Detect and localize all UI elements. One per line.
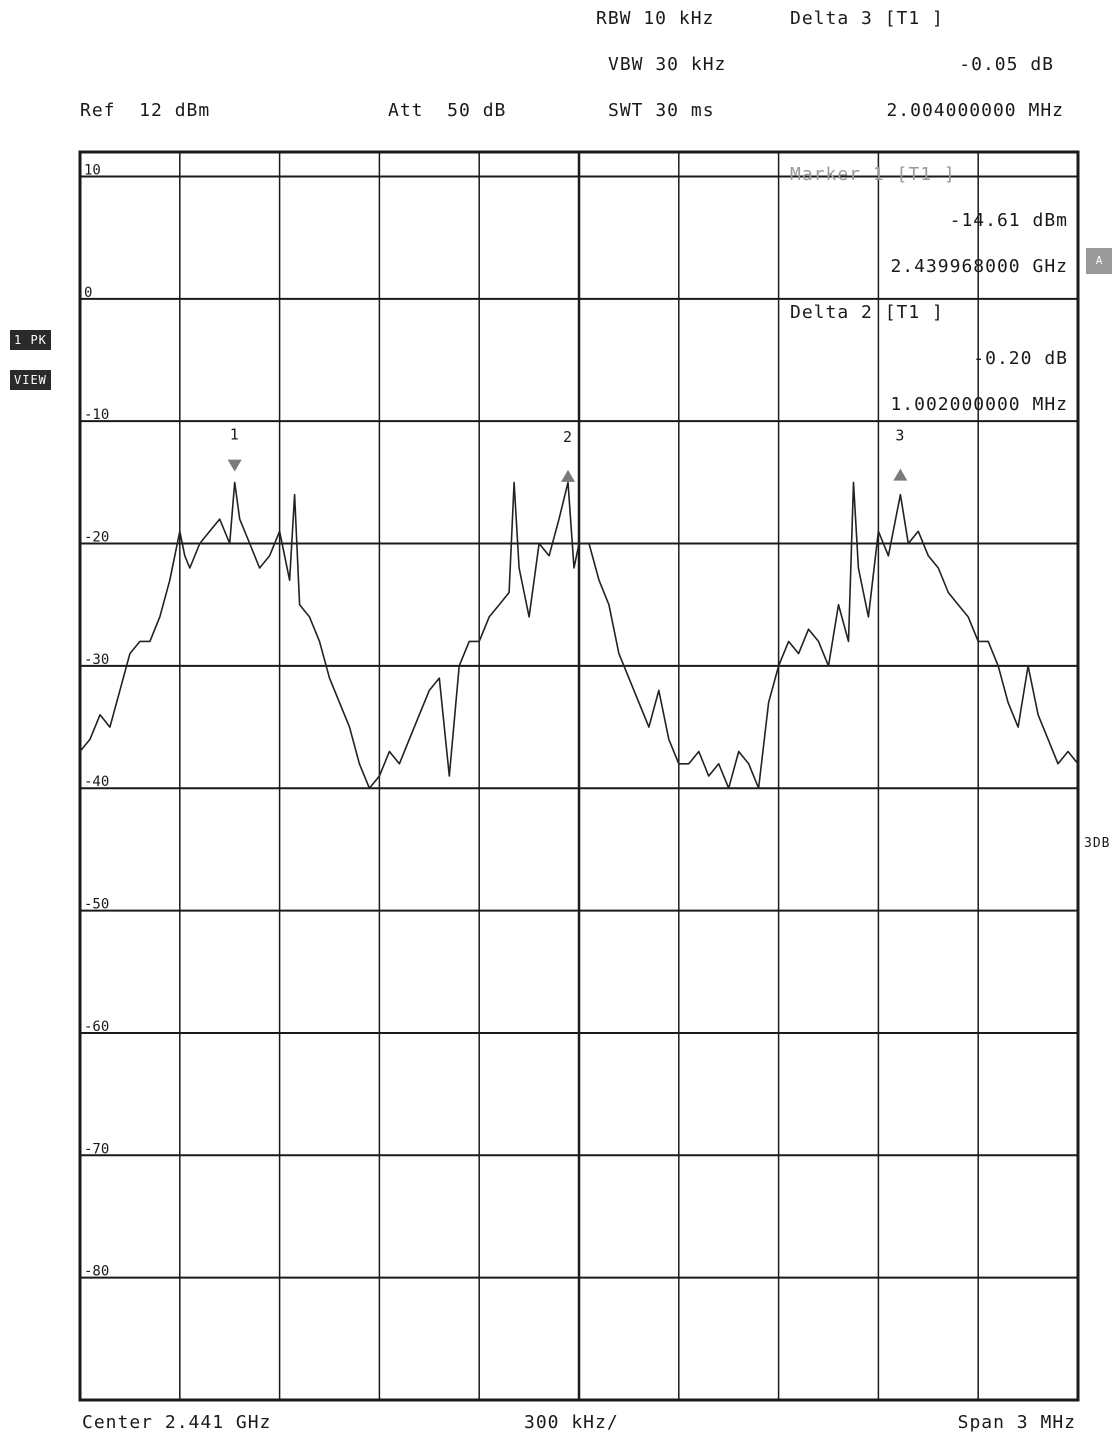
marker1-value: -14.61 dBm <box>949 210 1068 231</box>
screen-a-badge: A <box>1086 248 1112 274</box>
y-tick-label: -30 <box>84 652 109 668</box>
delta3-value: -0.05 dB <box>959 54 1054 75</box>
y-tick-label: 10 <box>84 162 101 178</box>
vbw-label: VBW 30 kHz <box>608 54 727 75</box>
y-tick-label: -40 <box>84 774 109 790</box>
ref-level-label: Ref 12 dBm <box>80 100 211 121</box>
delta3-title: Delta 3 [T1 ] <box>790 8 944 29</box>
y-tick-label: -50 <box>84 897 109 913</box>
swt-label: SWT 30 ms <box>608 100 715 121</box>
per-division-label: 300 kHz/ <box>524 1412 619 1433</box>
y-tick-label: -70 <box>84 1141 109 1157</box>
marker-number-label: 2 <box>563 428 572 446</box>
span-label: Span 3 MHz <box>957 1412 1076 1433</box>
marker-triangle <box>561 469 576 482</box>
y-tick-label: 0 <box>84 285 92 301</box>
marker-triangle <box>227 459 242 472</box>
marker-triangle <box>893 468 908 481</box>
trace-mode-badge: VIEW <box>10 370 51 390</box>
center-frequency-label: Center 2.441 GHz <box>82 1412 272 1433</box>
y-tick-label: -60 <box>84 1019 109 1035</box>
y-tick-label: -20 <box>84 530 109 546</box>
delta2-title: Delta 2 [T1 ] <box>790 302 944 323</box>
marker1-title: Marker 1 [T1 ] <box>790 164 956 185</box>
delta2-value: -0.20 dB <box>973 348 1068 369</box>
marker-number-label: 3 <box>895 427 904 445</box>
y-tick-label: -80 <box>84 1264 109 1280</box>
attenuation-label: Att 50 dB <box>388 100 507 121</box>
rbw-label: RBW 10 kHz <box>596 8 715 29</box>
marker-number-label: 1 <box>230 426 239 444</box>
y-tick-label: -10 <box>84 407 109 423</box>
trace-line <box>79 481 1079 790</box>
threshold-label: 3DB <box>1084 836 1111 851</box>
trace-detector-badge: 1 PK <box>10 330 51 350</box>
delta2-frequency: 1.002000000 MHz <box>890 394 1068 415</box>
delta3-frequency: 2.004000000 MHz <box>886 100 1064 121</box>
marker1-frequency: 2.439968000 GHz <box>890 256 1068 277</box>
